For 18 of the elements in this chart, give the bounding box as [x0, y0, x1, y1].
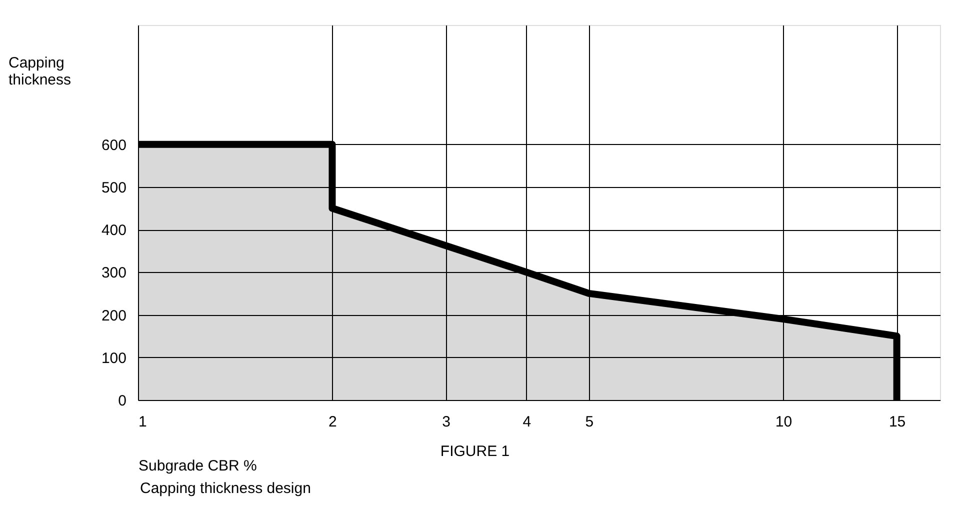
x-tick-label: 3	[442, 414, 451, 430]
x-tick-label: 10	[775, 414, 792, 430]
y-axis-title: Capping thickness	[8, 54, 72, 88]
y-tick-label: 400	[101, 222, 126, 240]
y-tick-label: 200	[101, 307, 126, 324]
text: Capping thickness design	[140, 480, 311, 497]
x-tick-label: 2	[328, 414, 337, 430]
x-axis-title: Subgrade CBR %	[138, 458, 257, 474]
caption: FIGURE 1	[440, 443, 510, 460]
y-tick-label: 100	[101, 350, 126, 367]
y-tick-label: 0	[118, 392, 126, 410]
y-tick-label: 600	[101, 136, 126, 154]
x-tick-label: 5	[585, 414, 594, 430]
x-tick-label: 1	[138, 414, 147, 430]
y-tick-label: 500	[101, 179, 126, 196]
x-tick-label: 15	[888, 414, 906, 430]
x-tick-label: 4	[522, 414, 532, 430]
y-tick-label: 300	[101, 264, 126, 282]
